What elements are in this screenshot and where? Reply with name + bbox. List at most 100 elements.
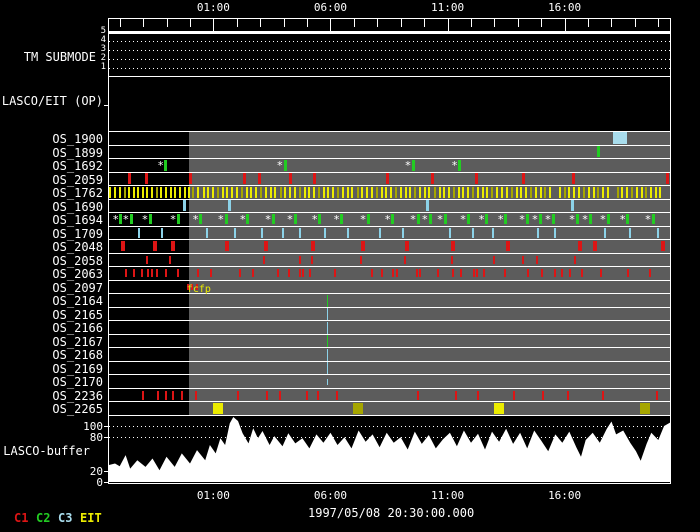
os-row-label: OS_1899 — [0, 147, 103, 159]
hour-tick — [213, 18, 214, 32]
event-tick — [554, 269, 556, 277]
event-tick — [109, 187, 111, 198]
event-tick — [203, 187, 205, 198]
os-row-label: OS_2168 — [0, 349, 103, 361]
lasco-buffer-area-chart — [108, 417, 670, 483]
event-tick — [561, 269, 563, 277]
event-tick — [174, 187, 176, 198]
asterisk-marker: * — [645, 215, 652, 225]
event-tick — [246, 214, 249, 224]
asterisk-marker: * — [277, 161, 284, 171]
event-tick — [353, 403, 363, 414]
event-tick — [313, 187, 315, 198]
event-tick — [156, 269, 158, 277]
event-tick — [381, 187, 383, 198]
event-tick — [189, 173, 192, 184]
event-tick — [621, 187, 623, 198]
event-tick — [564, 187, 566, 198]
event-tick — [324, 228, 326, 238]
event-tick — [602, 391, 604, 400]
event-tick — [569, 269, 571, 277]
event-tick — [649, 269, 651, 277]
event-tick — [366, 187, 368, 198]
event-tick — [337, 187, 339, 198]
event-tick — [130, 214, 133, 224]
event-tick — [661, 241, 665, 251]
event-tick — [228, 200, 231, 211]
event-tick — [151, 269, 153, 277]
event-tick — [282, 228, 284, 238]
row-separator — [108, 374, 671, 375]
tm-submode-gridline — [109, 41, 670, 42]
event-tick — [659, 187, 661, 198]
event-tick — [192, 187, 194, 198]
event-tick — [405, 187, 407, 198]
event-tick — [169, 256, 171, 264]
event-tick — [416, 269, 418, 277]
asterisk-marker: * — [422, 215, 429, 225]
event-tick — [342, 187, 344, 198]
event-tick — [340, 214, 343, 224]
event-tick — [449, 228, 451, 238]
event-tick — [151, 187, 153, 198]
asterisk-marker: * — [265, 215, 272, 225]
event-tick — [258, 173, 261, 184]
time-label-bottom: 11:00 — [427, 490, 469, 501]
hour-tick — [635, 18, 636, 27]
event-tick — [390, 187, 392, 198]
os-row-label: OS_2166 — [0, 322, 103, 334]
event-tick — [125, 269, 127, 277]
event-tick — [128, 187, 130, 198]
event-tick — [318, 187, 320, 198]
event-tick — [361, 241, 365, 251]
event-tick — [308, 187, 310, 198]
event-tick — [656, 391, 658, 400]
os-row-label: OS_2059 — [0, 174, 103, 186]
hour-tick — [588, 18, 589, 27]
event-tick — [501, 187, 503, 198]
event-tick — [578, 187, 580, 198]
event-tick — [294, 187, 296, 198]
row-separator — [108, 158, 671, 159]
event-tick — [417, 214, 420, 224]
legend-c3: C3 — [58, 512, 72, 524]
event-tick — [453, 187, 455, 198]
event-tick — [627, 269, 629, 277]
time-label-bottom: 06:00 — [309, 490, 351, 501]
event-tick — [141, 269, 143, 277]
event-tick — [482, 187, 484, 198]
event-tick — [525, 187, 527, 198]
hour-tick — [377, 18, 378, 27]
event-tick — [367, 214, 370, 224]
event-tick — [114, 187, 116, 198]
event-tick — [476, 269, 478, 277]
asterisk-marker: * — [582, 215, 589, 225]
event-tick — [299, 269, 301, 277]
os-row-label: OS_1900 — [0, 133, 103, 145]
event-tick — [404, 256, 406, 264]
event-tick — [360, 256, 362, 264]
event-tick — [294, 214, 297, 224]
event-tick — [170, 187, 172, 198]
event-tick — [492, 228, 494, 238]
event-tick — [641, 187, 643, 198]
os-row-label: OS_2165 — [0, 309, 103, 321]
os-row-label: OS_1692 — [0, 160, 103, 172]
event-tick — [602, 187, 604, 198]
event-tick — [239, 269, 241, 277]
event-tick — [655, 187, 657, 198]
event-tick — [327, 308, 328, 320]
event-tick — [483, 269, 485, 277]
tm-submode-level-tick-label: 1 — [98, 63, 106, 72]
event-tick — [429, 214, 432, 224]
tm-submode-gridline — [109, 50, 670, 51]
hour-tick — [167, 18, 168, 27]
event-tick — [133, 269, 135, 277]
hour-tick — [471, 18, 472, 27]
event-tick — [412, 160, 415, 171]
lasco-buffer-label: LASCO-buffer — [0, 445, 90, 458]
event-tick — [165, 269, 167, 277]
event-tick — [535, 187, 537, 198]
row-separator — [108, 361, 671, 362]
event-tick — [467, 187, 469, 198]
